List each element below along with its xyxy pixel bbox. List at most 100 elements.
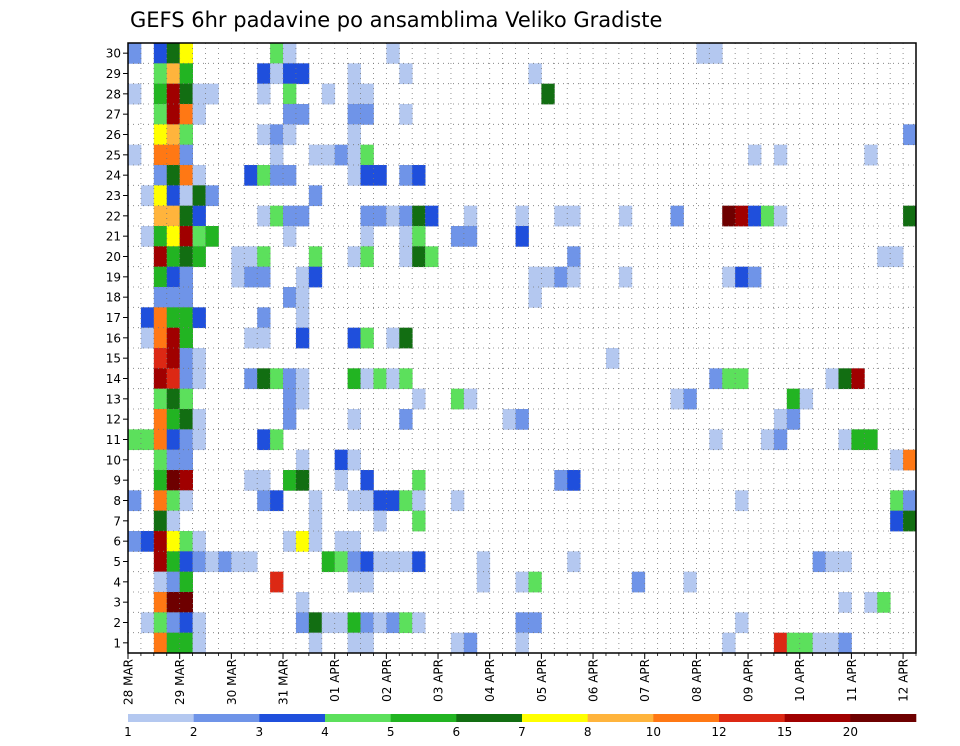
heatmap-cell — [515, 409, 529, 430]
x-tick-label: 04 APR — [483, 659, 497, 702]
y-tick-label: 17 — [106, 311, 121, 325]
heatmap-cell — [360, 612, 374, 634]
y-tick-label: 3 — [113, 596, 121, 610]
heatmap-cell — [166, 185, 181, 207]
heatmap-cell — [709, 429, 723, 451]
heatmap-cell — [257, 307, 271, 329]
heatmap-cell — [257, 83, 271, 105]
heatmap-cell — [308, 144, 323, 166]
heatmap-cell — [270, 124, 284, 146]
heatmap-cell — [502, 409, 516, 430]
heatmap-cell — [179, 348, 193, 369]
colorbar-label: 20 — [843, 725, 858, 739]
colorbar-swatch — [390, 714, 457, 722]
heatmap-cell — [554, 205, 568, 227]
heatmap-cell — [373, 165, 387, 186]
heatmap-cell — [295, 592, 310, 613]
heatmap-cell — [308, 185, 323, 207]
heatmap-cell — [153, 449, 168, 471]
heatmap-cell — [567, 266, 581, 288]
heatmap-cell — [192, 165, 206, 186]
heatmap-cell — [153, 612, 168, 634]
heatmap-cell — [153, 470, 168, 491]
heatmap-cell — [179, 63, 193, 85]
heatmap-cell — [283, 409, 297, 430]
heatmap-cell — [283, 205, 297, 227]
colorbar-label: 3 — [256, 725, 264, 739]
heatmap-cell — [166, 368, 181, 390]
heatmap-cell — [244, 266, 258, 288]
heatmap-cell — [179, 368, 193, 390]
heatmap-cell — [231, 246, 245, 268]
heatmap-cell — [192, 632, 206, 654]
heatmap-cell — [153, 287, 168, 308]
y-tick-label: 15 — [106, 352, 121, 366]
heatmap-cell — [321, 83, 336, 105]
heatmap-cell — [153, 226, 168, 247]
heatmap-cell — [567, 470, 581, 491]
heatmap-cell — [153, 531, 168, 552]
heatmap-cell — [283, 165, 297, 186]
heatmap-cell — [128, 429, 142, 451]
y-tick-label: 21 — [106, 230, 121, 244]
heatmap-cell — [166, 205, 181, 227]
y-tick-label: 14 — [106, 372, 121, 386]
heatmap-cell — [786, 388, 801, 410]
y-tick-label: 28 — [106, 87, 121, 101]
heatmap-cell — [412, 490, 426, 512]
plot-frame — [127, 42, 917, 654]
heatmap-cell — [140, 307, 155, 329]
colorbar-swatch — [587, 714, 654, 722]
heatmap-cell — [270, 429, 284, 451]
heatmap-cell — [308, 490, 323, 512]
heatmap-cell — [179, 83, 193, 105]
heatmap-cell — [218, 551, 232, 573]
chart-title: GEFS 6hr padavine po ansamblima Veliko G… — [130, 8, 662, 32]
heatmap-cell — [295, 470, 310, 491]
heatmap-cell — [386, 43, 400, 64]
heatmap-cell — [308, 632, 323, 654]
heatmap-cell — [295, 388, 310, 410]
heatmap-cell — [321, 551, 336, 573]
heatmap-cell — [386, 612, 400, 634]
heatmap-cell — [399, 226, 413, 247]
y-tick-label: 8 — [113, 494, 121, 508]
heatmap-cell — [308, 510, 323, 532]
heatmap-cell — [399, 63, 413, 85]
heatmap-cell — [179, 266, 193, 288]
heatmap-cell — [450, 388, 465, 410]
heatmap-cell — [864, 429, 878, 451]
heatmap-cell — [179, 165, 193, 186]
heatmap-cell — [735, 266, 749, 288]
heatmap-cell — [257, 266, 271, 288]
heatmap-cell — [257, 368, 271, 390]
heatmap-cell — [295, 287, 310, 308]
heatmap-cell — [257, 490, 271, 512]
heatmap-cell — [283, 83, 297, 105]
heatmap-cell — [153, 246, 168, 268]
heatmap-cell — [283, 124, 297, 146]
heatmap-cell — [179, 185, 193, 207]
heatmap-cell — [463, 388, 478, 410]
colorbar-swatch — [784, 714, 851, 722]
heatmap-cell — [283, 531, 297, 552]
heatmap-cell — [347, 632, 361, 654]
heatmap-cell — [825, 551, 839, 573]
heatmap-cell — [166, 490, 181, 512]
heatmap-cell — [166, 104, 181, 125]
heatmap-cell — [128, 490, 142, 512]
heatmap-cell — [360, 104, 374, 125]
heatmap-cell — [283, 470, 297, 491]
heatmap-cell — [412, 612, 426, 634]
x-tick-label: 11 APR — [845, 659, 859, 702]
heatmap-cell — [735, 368, 749, 390]
heatmap-cell — [166, 612, 181, 634]
heatmap-cell — [347, 63, 361, 85]
heatmap-cell — [166, 144, 181, 166]
heatmap-cell — [140, 226, 155, 247]
heatmap-cell — [360, 205, 374, 227]
y-tick-label: 20 — [106, 250, 121, 264]
heatmap-cell — [179, 205, 193, 227]
heatmap-cell — [166, 165, 181, 186]
y-tick-label: 7 — [113, 514, 121, 528]
